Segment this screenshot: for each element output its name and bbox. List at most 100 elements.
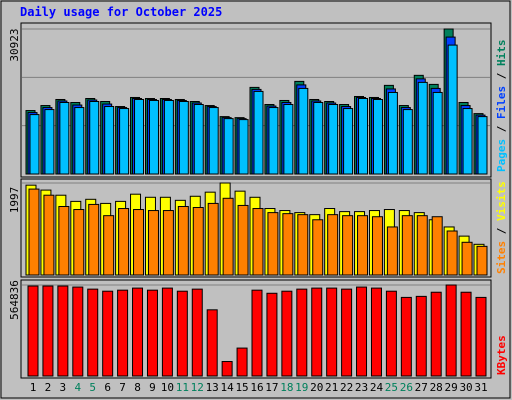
- bar: [223, 118, 234, 175]
- bar: [28, 188, 40, 276]
- bar: [177, 205, 189, 276]
- bar: [27, 285, 39, 377]
- bar: [147, 210, 159, 276]
- bar: [252, 208, 264, 276]
- bar: [146, 289, 158, 377]
- bar: [118, 208, 130, 276]
- bar: [133, 209, 145, 276]
- bar: [430, 291, 442, 377]
- x-tick-label: 4: [74, 381, 81, 394]
- x-tick-label: 1: [30, 381, 37, 394]
- bar: [72, 286, 84, 377]
- x-tick-label: 5: [89, 381, 96, 394]
- bar: [236, 347, 248, 377]
- x-tick-label: 3: [60, 381, 67, 394]
- bar: [103, 215, 115, 276]
- bar: [445, 284, 457, 377]
- bar: [370, 287, 382, 377]
- bar: [357, 215, 369, 276]
- bar: [176, 290, 188, 377]
- bar: [327, 214, 339, 276]
- bar: [415, 295, 427, 377]
- bar: [416, 215, 428, 276]
- bar: [385, 290, 397, 377]
- bar: [447, 44, 458, 175]
- bar: [371, 216, 383, 276]
- x-tick-label: 30: [459, 381, 472, 394]
- bar: [477, 116, 488, 175]
- bar: [58, 205, 70, 276]
- bar: [446, 230, 458, 276]
- legend-entry: Files: [495, 86, 508, 119]
- bar: [238, 119, 249, 175]
- bar: [191, 288, 203, 377]
- bar: [89, 101, 100, 175]
- legend: Pages / Files / Hits: [495, 40, 508, 173]
- bar: [163, 99, 174, 175]
- bar: [87, 288, 99, 377]
- bar: [208, 107, 219, 175]
- y-tick-label: 1997: [8, 187, 21, 214]
- bar: [42, 285, 54, 377]
- x-tick-label: 11: [176, 381, 189, 394]
- bar: [29, 114, 40, 175]
- x-tick-label: 31: [474, 381, 487, 394]
- bar: [73, 209, 85, 276]
- bar: [343, 108, 354, 175]
- bar: [237, 204, 249, 276]
- bar: [221, 361, 233, 377]
- bar: [417, 81, 428, 175]
- chart-title: Daily usage for October 2025: [20, 5, 222, 19]
- legend-entry: Sites: [495, 241, 508, 274]
- bar: [328, 104, 339, 175]
- bar: [297, 214, 309, 276]
- bar: [193, 104, 204, 175]
- legend-entry: Visits: [495, 181, 508, 221]
- x-tick-label: 23: [355, 381, 368, 394]
- x-tick-label: 13: [206, 381, 219, 394]
- bar: [57, 285, 69, 377]
- bar: [192, 207, 204, 276]
- bar: [178, 101, 189, 175]
- bar: [102, 290, 114, 377]
- legend-entry: Hits: [495, 40, 508, 67]
- bar: [311, 287, 323, 377]
- bar: [44, 109, 55, 175]
- x-tick-label: 17: [265, 381, 278, 394]
- bar: [268, 107, 279, 175]
- bar: [475, 296, 487, 377]
- bar: [460, 291, 472, 377]
- bar: [476, 245, 488, 276]
- bar: [148, 99, 159, 175]
- bar: [312, 219, 324, 276]
- bar: [119, 108, 130, 175]
- bar: [132, 287, 144, 377]
- x-tick-label: 12: [191, 381, 204, 394]
- bar: [431, 216, 443, 276]
- bar: [207, 202, 219, 276]
- bar: [206, 309, 218, 377]
- bar: [134, 98, 145, 175]
- legend: Sites / Visits: [495, 181, 508, 274]
- x-tick-label: 8: [134, 381, 141, 394]
- y-tick-label: 30923: [8, 28, 21, 61]
- bar: [74, 107, 85, 175]
- x-tick-label: 15: [235, 381, 248, 394]
- bar: [59, 101, 70, 175]
- bar: [387, 91, 398, 175]
- legend-separator: /: [495, 221, 508, 241]
- x-tick-label: 9: [149, 381, 156, 394]
- x-tick-label: 10: [161, 381, 174, 394]
- bar: [104, 106, 115, 175]
- bar: [251, 289, 263, 377]
- y-tick-label: 564836: [8, 280, 21, 320]
- bar: [117, 289, 129, 377]
- bar: [253, 90, 264, 175]
- x-tick-label: 21: [325, 381, 338, 394]
- bar: [342, 215, 354, 276]
- bar: [341, 288, 353, 377]
- bar: [222, 197, 234, 276]
- bar: [386, 226, 398, 276]
- legend-separator: /: [495, 119, 508, 139]
- x-tick-label: 20: [310, 381, 323, 394]
